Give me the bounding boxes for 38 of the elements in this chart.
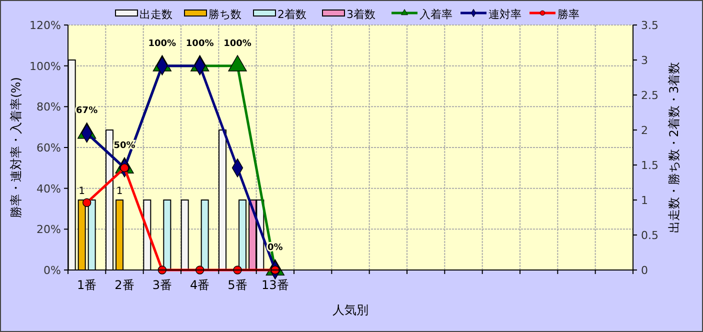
y-tick-label: 60% (36, 142, 61, 154)
legend-label: 3着数 (346, 8, 376, 21)
y2-tick-label: 3 (641, 54, 648, 67)
y2-tick-label: 3.5 (641, 19, 658, 32)
point (82, 198, 92, 207)
x-tick-label: 1番 (77, 278, 97, 292)
y-tick-label: 20% (36, 223, 61, 236)
data-label: 100% (186, 38, 214, 49)
data-label: 100% (224, 38, 252, 49)
y-tick-label: 40% (36, 182, 61, 196)
y2-tick-label: 1.5 (641, 159, 658, 172)
data-label: 1 (78, 186, 86, 197)
x-tick-label: 4番 (190, 278, 210, 292)
data-label: 100% (148, 38, 176, 49)
x-tick-label: 2番 (114, 278, 134, 292)
y2-axis-title: 出走数・勝ち数・2着数・3着数 (667, 62, 681, 234)
y2-tick-label: 0.5 (641, 229, 658, 242)
y2-tick-label: 2 (641, 124, 648, 137)
legend-label: 勝ち数 (208, 8, 242, 21)
data-label: 67% (76, 106, 98, 116)
y-tick-label: 80% (36, 100, 61, 114)
y-tick-label: 0% (44, 264, 61, 277)
legend-label: 勝率 (558, 8, 580, 21)
x-tick-label: 3番 (152, 278, 172, 292)
y2-tick-label: 1 (641, 194, 648, 207)
x-tick-label: 13番 (262, 278, 289, 292)
y-tick-label: 100% (30, 60, 61, 73)
legend-label: 連対率 (488, 8, 522, 21)
data-label: 1 (116, 186, 123, 197)
y-tick-label: 120% (30, 19, 61, 32)
legend-label: 出走数 (140, 8, 172, 21)
y2-tick-label: 2.5 (641, 89, 658, 102)
legend-label: 入着率 (420, 8, 452, 21)
x-axis-title: 人気別 (332, 303, 368, 317)
y-axis-title: 勝率・連対率・入着率(%) (9, 77, 23, 218)
x-tick-label: 5番 (228, 278, 248, 292)
y2-tick-label: 0 (641, 264, 648, 277)
legend-label: 2着数 (278, 8, 306, 21)
